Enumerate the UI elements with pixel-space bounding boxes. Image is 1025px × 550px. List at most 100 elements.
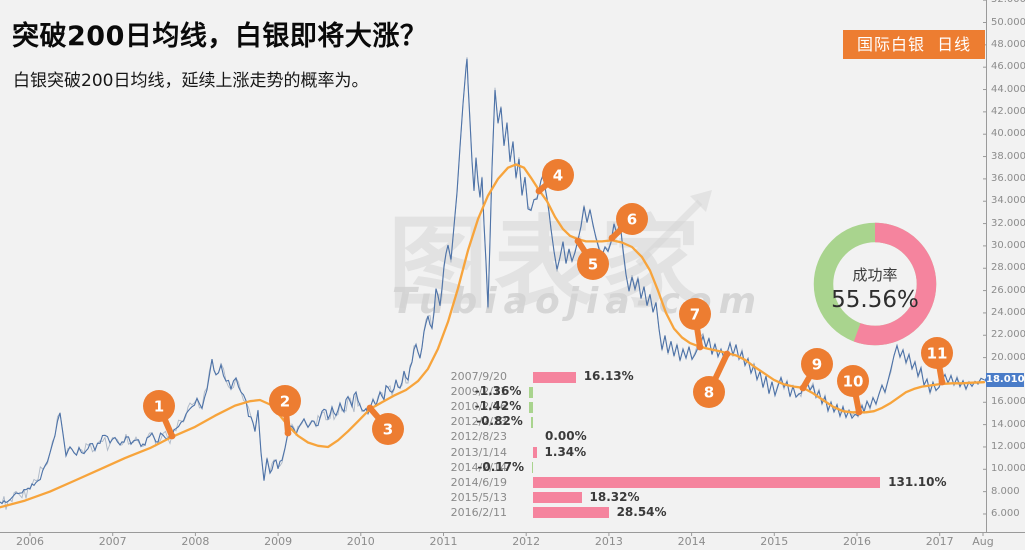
event-date: 2007/9/20 bbox=[450, 370, 507, 383]
marker-anchor-dot bbox=[696, 343, 704, 351]
event-marker-7[interactable]: 7 bbox=[679, 298, 711, 351]
marker-bubble bbox=[577, 248, 609, 280]
marker-anchor-dot bbox=[574, 237, 582, 245]
x-tick-label: 2006 bbox=[16, 535, 44, 548]
event-marker-6[interactable]: 6 bbox=[608, 203, 648, 242]
x-tick-label: 2007 bbox=[98, 535, 127, 548]
x-tick-label: 2009 bbox=[264, 535, 293, 548]
marker-anchor-dot bbox=[535, 187, 543, 195]
marker-number: 4 bbox=[553, 166, 563, 184]
y-tick-label: 12.000 bbox=[991, 440, 1025, 452]
marker-bubble bbox=[616, 203, 648, 235]
event-date: 2015/5/13 bbox=[450, 490, 507, 504]
x-tick-label: Aug bbox=[972, 535, 994, 548]
y-tick-label: 44.000 bbox=[991, 83, 1025, 95]
y-tick-label: 26.000 bbox=[991, 284, 1025, 296]
success-rate-label: 成功率 bbox=[852, 266, 898, 284]
marker-number: 5 bbox=[588, 255, 598, 273]
y-tick-label: 24.000 bbox=[991, 306, 1025, 318]
event-marker-10[interactable]: 10 bbox=[837, 365, 869, 416]
marker-bubble bbox=[921, 337, 953, 369]
y-tick-label: 8.000 bbox=[991, 485, 1020, 497]
event-marker-9[interactable]: 9 bbox=[799, 348, 833, 392]
y-tick-label: 14.000 bbox=[991, 418, 1025, 430]
event-marker-1[interactable]: 1 bbox=[143, 390, 176, 440]
marker-anchor-dot bbox=[366, 404, 374, 412]
return-bar-negative bbox=[530, 416, 533, 428]
event-return-value: -1.36% bbox=[474, 384, 522, 399]
return-bar-positive bbox=[533, 507, 609, 519]
y-tick-label: 32.000 bbox=[991, 217, 1025, 229]
marker-number: 11 bbox=[927, 344, 948, 362]
event-return-value: 131.10% bbox=[888, 474, 947, 489]
event-return-value: -1.42% bbox=[474, 399, 522, 414]
marker-bubble bbox=[801, 348, 833, 380]
return-bar-negative bbox=[529, 386, 533, 398]
y-tick-label: 50.000 bbox=[991, 16, 1025, 28]
success-rate-value: 55.56% bbox=[831, 287, 919, 313]
return-bar-positive bbox=[533, 492, 582, 504]
marker-anchor-dot bbox=[855, 408, 863, 416]
x-tick-label: 2008 bbox=[181, 535, 210, 548]
marker-number: 6 bbox=[627, 210, 637, 228]
y-tick-label: 22.000 bbox=[991, 329, 1025, 341]
donut-success-segment bbox=[813, 222, 937, 346]
event-date: 2010/2/16 bbox=[450, 400, 507, 414]
marker-anchor-dot bbox=[723, 350, 731, 358]
x-tick-label: 2013 bbox=[594, 535, 623, 548]
event-return-value: -0.17% bbox=[477, 459, 524, 474]
y-tick-label: 46.000 bbox=[991, 61, 1025, 73]
marker-number: 8 bbox=[704, 383, 714, 401]
marker-bubble bbox=[693, 376, 725, 408]
event-marker-5[interactable]: 5 bbox=[574, 237, 609, 280]
page-title: 突破200日均线，白银即将大涨？ bbox=[12, 21, 428, 52]
event-date: 2009/2/11 bbox=[450, 385, 507, 399]
marker-number: 1 bbox=[154, 397, 164, 415]
return-bar-negative bbox=[532, 462, 533, 474]
y-tick-label: 30.000 bbox=[991, 239, 1025, 251]
marker-bubble bbox=[269, 385, 301, 417]
marker-bubble bbox=[679, 298, 711, 330]
event-marker-3[interactable]: 3 bbox=[366, 404, 404, 445]
x-tick-label: 2015 bbox=[760, 535, 789, 548]
return-bar-positive bbox=[533, 477, 881, 489]
x-tick-label: 2014 bbox=[677, 535, 706, 548]
marker-bubble bbox=[372, 413, 404, 445]
watermark-arrow bbox=[635, 199, 703, 267]
event-date: 2013/1/14 bbox=[450, 445, 507, 459]
event-marker-8[interactable]: 8 bbox=[693, 350, 731, 408]
marker-bubble bbox=[143, 390, 175, 422]
success-rate-readout: 成功率 55.56% bbox=[830, 264, 920, 313]
marker-number: 3 bbox=[383, 420, 393, 438]
x-tick-label: 2011 bbox=[429, 535, 458, 548]
y-tick-label: 28.000 bbox=[991, 262, 1025, 274]
event-marker-11[interactable]: 11 bbox=[921, 337, 953, 386]
instrument-badge[interactable]: 国际白银 日线 bbox=[843, 30, 986, 59]
price-line bbox=[0, 58, 985, 505]
event-date: 2012/8/23 bbox=[450, 430, 507, 444]
y-tick-label: 6.000 bbox=[991, 507, 1020, 519]
marker-number: 7 bbox=[690, 305, 700, 323]
event-return-value: -0.82% bbox=[476, 414, 523, 429]
event-marker-4[interactable]: 4 bbox=[535, 159, 574, 195]
y-tick-label: 34.000 bbox=[991, 195, 1025, 207]
return-bar-positive bbox=[533, 447, 537, 458]
event-date: 2016/2/11 bbox=[450, 505, 507, 519]
marker-anchor-dot bbox=[938, 378, 946, 386]
marker-number: 2 bbox=[280, 392, 290, 410]
event-marker-2[interactable]: 2 bbox=[269, 385, 301, 437]
y-tick-label: 38.000 bbox=[991, 150, 1025, 162]
event-return-value: 18.32% bbox=[589, 489, 640, 504]
y-tick-label: 10.000 bbox=[991, 463, 1025, 475]
marker-number: 9 bbox=[812, 355, 822, 373]
x-tick-label: 2010 bbox=[346, 535, 375, 548]
y-tick-label: 16.000 bbox=[991, 396, 1025, 408]
event-date: 2014/6/19 bbox=[450, 475, 507, 489]
event-date: 2012/2/23 bbox=[450, 415, 507, 429]
y-tick-label: 40.000 bbox=[991, 128, 1025, 140]
event-return-value: 16.13% bbox=[583, 369, 634, 383]
marker-number: 10 bbox=[843, 372, 864, 390]
y-tick-label: 42.000 bbox=[991, 105, 1025, 117]
